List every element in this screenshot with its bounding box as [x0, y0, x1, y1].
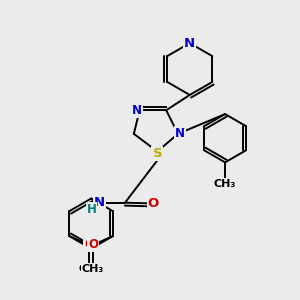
Text: CH₃: CH₃ [78, 263, 100, 274]
Text: O: O [84, 238, 94, 251]
Text: CH₃: CH₃ [214, 178, 236, 189]
Text: CH₃: CH₃ [82, 263, 104, 274]
Text: S: S [152, 147, 162, 160]
Text: N: N [132, 104, 142, 117]
Text: N: N [184, 37, 195, 50]
Text: N: N [175, 127, 185, 140]
Text: N: N [94, 196, 105, 209]
Text: H: H [86, 203, 96, 216]
Text: O: O [88, 238, 98, 251]
Text: O: O [148, 197, 159, 210]
